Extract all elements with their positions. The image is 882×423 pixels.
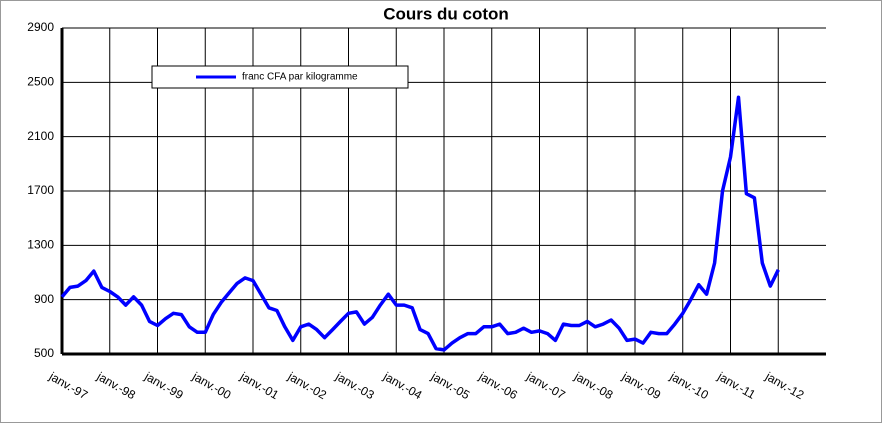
- y-tick-label: 900: [34, 292, 54, 306]
- y-tick-label: 2500: [27, 75, 54, 89]
- y-tick-label: 2900: [27, 20, 54, 34]
- legend-box: [151, 65, 409, 89]
- chart-title: Cours du coton: [383, 4, 509, 23]
- y-tick-label: 1300: [27, 238, 54, 252]
- legend-label: franc CFA par kilogramme: [242, 72, 358, 83]
- y-tick-label: 1700: [27, 183, 54, 197]
- data-line: [60, 95, 780, 352]
- y-tick-label: 2100: [27, 129, 54, 143]
- y-tick-label: 500: [34, 346, 54, 360]
